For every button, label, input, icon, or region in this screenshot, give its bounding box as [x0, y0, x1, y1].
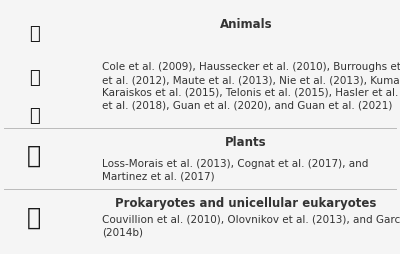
Text: 🦠: 🦠 [27, 206, 41, 230]
Text: 🐁: 🐁 [29, 69, 39, 87]
Text: Loss-Morais et al. (2013), Cognat et al. (2017), and
Martinez et al. (2017): Loss-Morais et al. (2013), Cognat et al.… [102, 159, 368, 182]
Text: Prokaryotes and unicellular eukaryotes: Prokaryotes and unicellular eukaryotes [115, 197, 377, 210]
Text: 🐝: 🐝 [29, 25, 39, 43]
Text: Cole et al. (2009), Haussecker et al. (2010), Burroughs et al. (2011), Li
et al.: Cole et al. (2009), Haussecker et al. (2… [102, 62, 400, 111]
Text: Plants: Plants [225, 136, 267, 149]
Text: Animals: Animals [220, 18, 272, 31]
Text: 🌿: 🌿 [27, 144, 41, 167]
Text: Couvillion et al. (2010), Olovnikov et al. (2013), and Garcia-Silva et al.
(2014: Couvillion et al. (2010), Olovnikov et a… [102, 215, 400, 237]
Text: 🚶: 🚶 [29, 107, 39, 125]
